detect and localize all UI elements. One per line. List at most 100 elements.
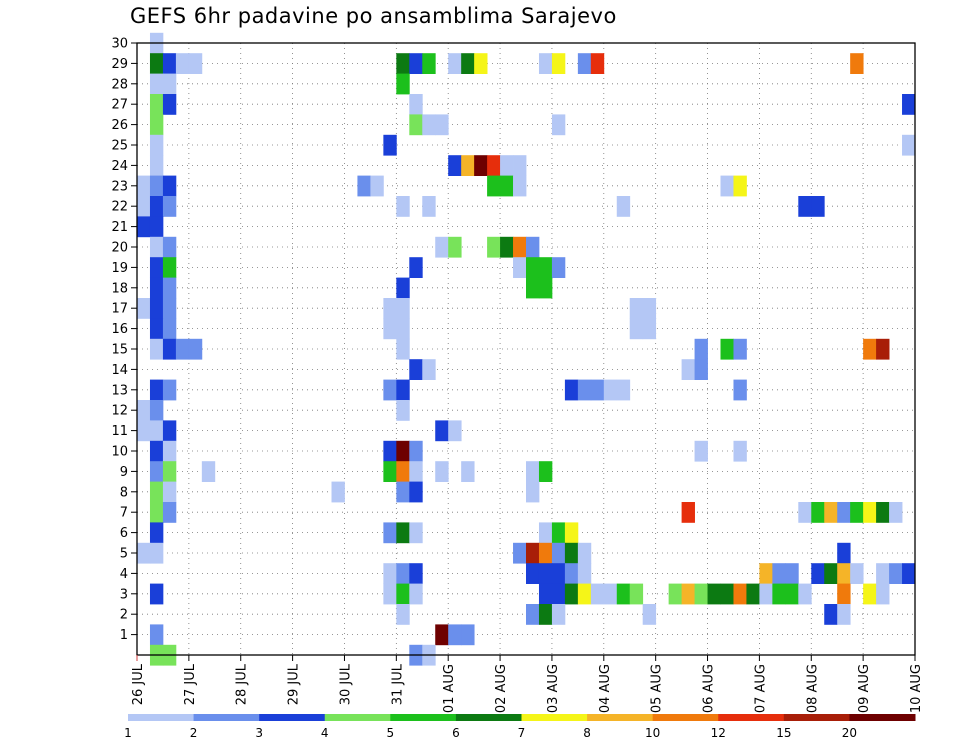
data-cell xyxy=(681,502,695,523)
data-cell xyxy=(850,563,864,584)
data-cell xyxy=(694,338,708,360)
data-cell xyxy=(461,624,475,646)
data-cell xyxy=(149,114,164,136)
data-cell xyxy=(162,236,177,258)
data-cell xyxy=(551,583,566,605)
data-cell xyxy=(707,583,721,605)
y-tick-label: 3 xyxy=(120,587,128,602)
data-cell xyxy=(629,583,644,605)
data-cell xyxy=(422,196,436,217)
legend-swatch xyxy=(259,714,326,721)
data-cell xyxy=(500,236,514,258)
data-cell xyxy=(149,542,164,564)
data-cell xyxy=(370,175,384,197)
x-tick-label: 10 AUG xyxy=(909,664,924,713)
data-cell xyxy=(564,542,579,564)
data-cell xyxy=(162,420,177,442)
data-cell xyxy=(772,583,786,605)
data-cell xyxy=(551,522,566,544)
data-cell xyxy=(162,502,177,523)
x-tick-label: 31 JUL xyxy=(390,663,405,705)
data-cell xyxy=(383,298,397,319)
data-cell xyxy=(668,583,682,605)
data-cell xyxy=(526,257,540,278)
legend-label: 5 xyxy=(387,726,395,740)
y-tick-label: 15 xyxy=(111,343,128,358)
data-cell xyxy=(149,134,164,156)
data-cell xyxy=(149,196,164,217)
data-cell xyxy=(149,94,164,115)
data-cell xyxy=(487,155,501,176)
data-cell xyxy=(513,155,527,176)
data-cell xyxy=(422,53,436,74)
data-cell xyxy=(564,583,579,605)
data-cell xyxy=(889,563,903,584)
data-cell xyxy=(396,583,410,605)
data-cell xyxy=(720,338,734,360)
data-cell xyxy=(162,338,177,360)
data-cell xyxy=(798,583,812,605)
data-cell xyxy=(850,53,864,74)
y-tick-label: 4 xyxy=(120,567,128,582)
data-cell xyxy=(409,583,423,605)
data-cell xyxy=(538,542,553,564)
data-cell xyxy=(487,236,501,258)
legend-swatch xyxy=(193,714,260,721)
data-cell xyxy=(162,379,177,401)
data-cell xyxy=(513,175,527,197)
data-cell xyxy=(331,481,345,503)
data-cell xyxy=(175,338,190,360)
data-cell xyxy=(551,542,566,564)
data-cell xyxy=(149,298,164,319)
data-cell xyxy=(149,175,164,197)
legend-swatch xyxy=(128,714,195,721)
data-cell xyxy=(733,583,747,605)
data-cell xyxy=(876,338,890,360)
data-cell xyxy=(538,277,553,299)
x-tick-label: 03 AUG xyxy=(546,664,561,713)
y-tick-label: 19 xyxy=(111,261,128,276)
legend-swatch xyxy=(324,714,391,721)
data-cell xyxy=(396,481,410,503)
data-cell xyxy=(526,461,540,482)
data-cell xyxy=(396,400,410,421)
data-cell xyxy=(538,522,553,544)
data-cell xyxy=(383,318,397,340)
legend-label: 6 xyxy=(452,726,460,740)
data-cell xyxy=(409,522,423,544)
x-tick-label: 07 AUG xyxy=(753,664,768,713)
data-cell xyxy=(785,583,799,605)
legend-label: 1 xyxy=(124,726,132,740)
data-cell xyxy=(357,175,371,197)
data-cell xyxy=(149,155,164,176)
data-cell xyxy=(409,94,423,115)
data-cell xyxy=(409,461,423,482)
data-cell xyxy=(694,359,708,380)
data-cell xyxy=(149,522,164,544)
data-cell xyxy=(435,236,449,258)
data-cell xyxy=(629,318,644,340)
data-cell xyxy=(137,298,151,319)
data-cell xyxy=(837,583,851,605)
y-tick-label: 22 xyxy=(111,200,128,215)
data-cell xyxy=(759,563,773,584)
legend-swatch xyxy=(783,714,850,721)
data-cell xyxy=(188,53,203,74)
x-tick-label: 06 AUG xyxy=(702,664,717,713)
data-cell xyxy=(137,175,151,197)
data-cell xyxy=(422,359,436,380)
data-cell xyxy=(513,236,527,258)
data-cell xyxy=(526,604,540,625)
data-cell xyxy=(149,257,164,278)
data-cell xyxy=(850,502,864,523)
y-tick-label: 18 xyxy=(111,281,128,296)
data-cell xyxy=(577,563,592,584)
legend-label: 3 xyxy=(255,726,263,740)
data-cell xyxy=(474,53,488,74)
data-cell xyxy=(863,583,877,605)
y-tick-label: 16 xyxy=(111,322,128,337)
data-cell xyxy=(396,53,410,74)
data-cell xyxy=(694,440,708,462)
data-cell xyxy=(551,53,566,74)
data-cell xyxy=(396,196,410,217)
